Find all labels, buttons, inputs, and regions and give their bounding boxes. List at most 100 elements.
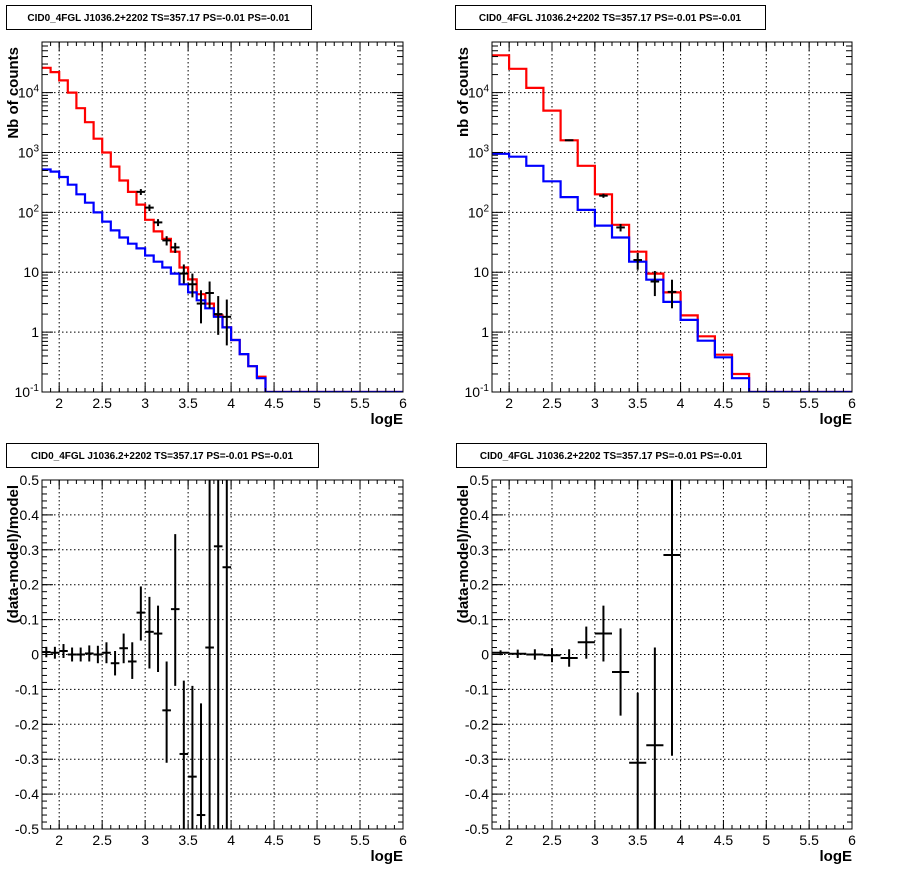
x-tick-label: 4 [227, 832, 235, 848]
data-point [213, 296, 223, 335]
y-tick-label: -0.1 [15, 681, 39, 697]
data-point [67, 647, 77, 662]
data-point [153, 605, 163, 672]
y-tick-label: 0.1 [470, 612, 490, 628]
y-tick-label: 10-1 [15, 383, 40, 400]
data-point [179, 680, 189, 829]
data-point [599, 193, 608, 198]
x-tick-label: 5.5 [799, 832, 819, 848]
series-blue-histogram [42, 168, 403, 392]
data-point [205, 480, 214, 829]
chart-title: CID0_4FGL J1036.2+2202 TS=357.17 PS=-0.0… [27, 13, 290, 24]
data-point [560, 649, 578, 667]
data-point [526, 649, 544, 660]
y-tick-label: -0.5 [15, 821, 39, 837]
y-tick-label: -0.2 [465, 716, 489, 732]
data-point [629, 692, 647, 829]
title-box [6, 443, 319, 468]
x-tick-label: 2.5 [92, 395, 112, 411]
data-point [222, 480, 232, 829]
data-point [509, 649, 527, 658]
series-red-histogram [492, 54, 852, 392]
y-tick-label: 1 [31, 324, 39, 340]
x-tick-label: 4.5 [264, 832, 284, 848]
data-point [42, 646, 51, 658]
plot-frame [491, 41, 853, 393]
data-point [84, 645, 94, 662]
y-tick-label: -0.5 [465, 821, 489, 837]
title-box [455, 5, 766, 30]
x-tick-label: 5.5 [350, 832, 370, 848]
x-tick-label: 4.5 [264, 395, 284, 411]
y-tick-label: 10 [23, 264, 39, 280]
x-tick-label: 4.5 [714, 832, 734, 848]
data-point [196, 703, 206, 829]
data-point [170, 242, 180, 253]
x-tick-label: 5 [313, 395, 321, 411]
x-axis-label: logE [371, 848, 404, 865]
data-point [145, 596, 154, 669]
y-tick-label: 0 [481, 647, 489, 663]
y-tick-label: 10 [473, 264, 489, 280]
y-tick-label: 0.2 [20, 577, 40, 593]
y-tick-label: 104 [18, 84, 40, 101]
x-tick-label: 2.5 [542, 832, 562, 848]
x-tick-label: 5.5 [799, 395, 819, 411]
data-point [170, 534, 180, 686]
data-point [594, 605, 612, 662]
data-point [93, 645, 103, 664]
y-axis-label: (data-model)/model [455, 485, 472, 623]
data-point [127, 642, 137, 679]
data-point [650, 270, 660, 297]
x-tick-label: 3 [591, 395, 599, 411]
x-tick-label: 2 [55, 395, 63, 411]
y-tick-label: 0.2 [470, 577, 490, 593]
y-tick-label: 0 [31, 647, 39, 663]
y-axis-label: (data-model)/model [5, 485, 22, 623]
chart-panel-tl: 2 2.5 3 3.5 4 4.5 5 5.5 6 10-1 1 10 102 103 104 logE Nb … [5, 5, 407, 428]
y-tick-label: 102 [18, 203, 40, 220]
y-tick-label: 104 [468, 84, 490, 101]
x-tick-label: 6 [399, 395, 407, 411]
chart-title: CID0_4FGL J1036.2+2202 TS=357.17 PS=-0.0… [31, 451, 294, 462]
x-tick-label: 2.5 [92, 832, 112, 848]
x-tick-label: 5 [313, 832, 321, 848]
chart-title: CID0_4FGL J1036.2+2202 TS=357.17 PS=-0.0… [479, 13, 742, 24]
x-tick-label: 2 [505, 395, 513, 411]
data-point [663, 480, 681, 756]
y-tick-label: 102 [468, 203, 490, 220]
plot-data [492, 54, 852, 392]
chart-panel-br: 2 2.5 3 3.5 4 4.5 5 5.5 6 -0.5 -0.4 -0.3 -0.2 -0.1 0 0.… [455, 443, 856, 865]
plot-data [42, 480, 232, 829]
y-tick-label: -0.3 [465, 751, 489, 767]
x-axis-label: logE [371, 411, 404, 428]
x-tick-label: 3.5 [628, 395, 648, 411]
data-point [162, 661, 171, 763]
data-point [188, 685, 197, 829]
data-point [59, 644, 68, 658]
data-point [136, 586, 146, 641]
y-tick-label: 0.5 [20, 472, 40, 488]
y-tick-label: 0.3 [20, 542, 40, 558]
x-tick-label: 3.5 [178, 832, 198, 848]
x-tick-label: 6 [848, 832, 856, 848]
x-tick-label: 5 [762, 832, 770, 848]
data-point [76, 647, 85, 662]
data-point [110, 651, 120, 676]
y-tick-label: -0.4 [15, 786, 39, 802]
x-axis-label: logE [820, 411, 853, 428]
series-red-histogram [42, 66, 403, 392]
chart-panel-tr: 2 2.5 3 3.5 4 4.5 5 5.5 6 10-1 1 10 102 103 104 logE nb … [455, 5, 856, 428]
x-tick-label: 3.5 [628, 832, 648, 848]
data-point [564, 139, 574, 142]
data-point [145, 204, 154, 212]
plot-frame [41, 41, 404, 393]
y-tick-label: 0.1 [20, 612, 40, 628]
x-tick-label: 6 [399, 832, 407, 848]
data-point [102, 642, 111, 664]
y-axis-label: Nb of counts [5, 47, 22, 139]
x-tick-label: 2 [55, 832, 63, 848]
data-point [153, 219, 163, 227]
x-tick-label: 2 [505, 832, 513, 848]
